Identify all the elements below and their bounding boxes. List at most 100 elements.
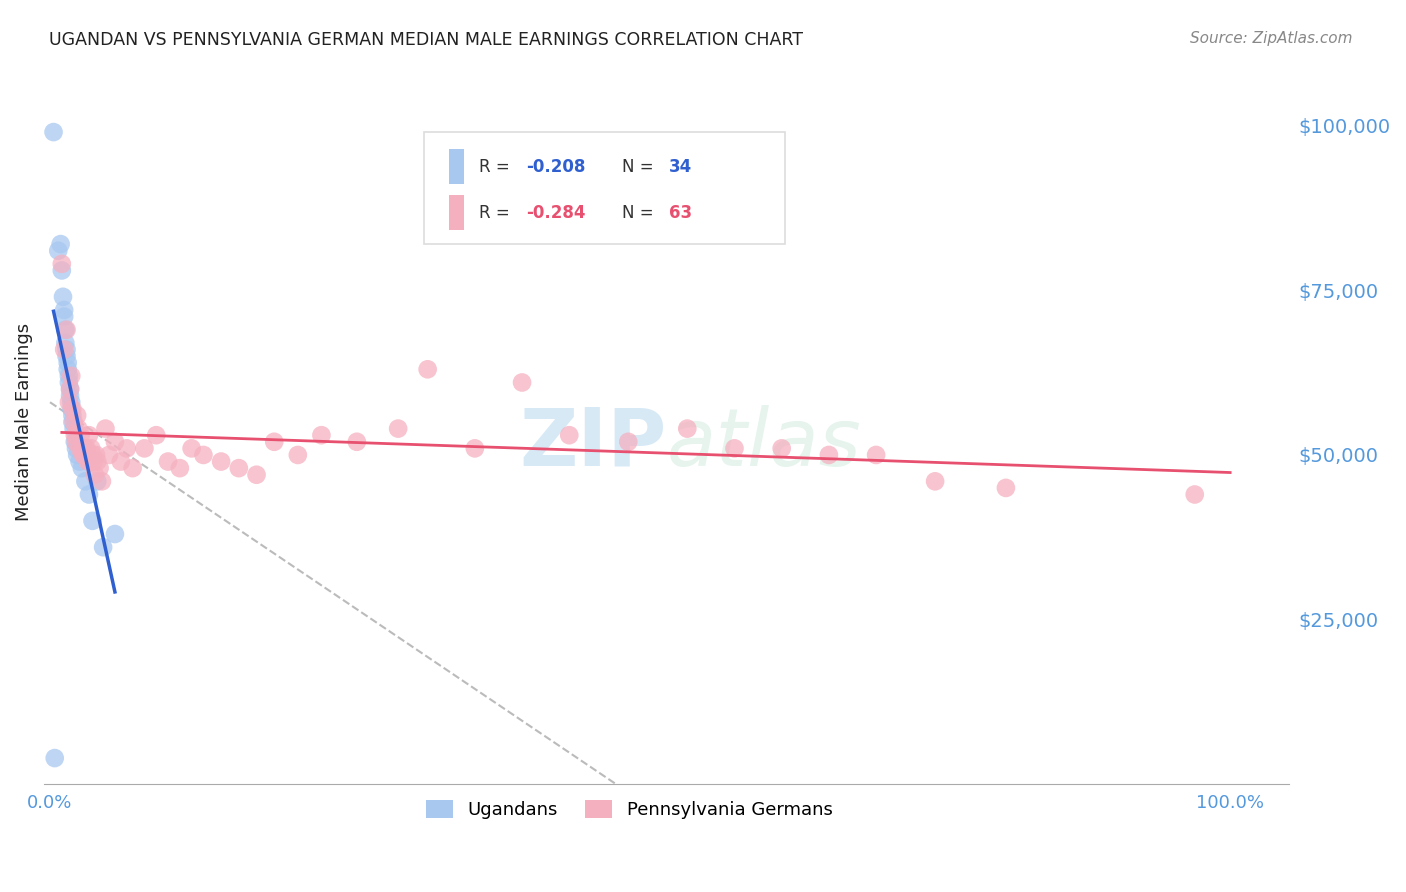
Point <box>58 376 80 390</box>
Point <box>79 454 101 468</box>
Point <box>86 454 108 468</box>
Point <box>115 442 138 456</box>
Point <box>145 428 167 442</box>
Point <box>69 454 91 468</box>
Point <box>617 434 640 449</box>
Point <box>62 415 84 429</box>
Point <box>82 448 104 462</box>
Point <box>62 409 84 423</box>
Point <box>70 442 93 456</box>
Point <box>121 461 143 475</box>
Point <box>59 389 82 403</box>
Point <box>818 448 841 462</box>
Point <box>245 467 267 482</box>
FancyBboxPatch shape <box>423 132 785 244</box>
Point <box>77 487 100 501</box>
Point <box>91 540 114 554</box>
Point <box>55 343 77 357</box>
Point <box>180 442 202 456</box>
Point <box>464 442 486 456</box>
Point <box>263 434 285 449</box>
Point <box>62 401 84 416</box>
Text: 63: 63 <box>669 203 692 222</box>
Point <box>60 401 83 416</box>
Point <box>98 448 121 462</box>
Point <box>65 434 87 449</box>
Point <box>75 442 97 456</box>
Point <box>75 475 97 489</box>
Point <box>416 362 439 376</box>
Point <box>66 448 89 462</box>
Point <box>51 263 73 277</box>
Point <box>66 409 89 423</box>
Point <box>110 454 132 468</box>
Text: UGANDAN VS PENNSYLVANIA GERMAN MEDIAN MALE EARNINGS CORRELATION CHART: UGANDAN VS PENNSYLVANIA GERMAN MEDIAN MA… <box>49 31 803 49</box>
Point <box>53 310 76 324</box>
Point <box>46 244 69 258</box>
Text: atlas: atlas <box>666 405 862 483</box>
Point <box>76 454 98 468</box>
Text: N =: N = <box>621 158 659 176</box>
Point <box>510 376 533 390</box>
Text: N =: N = <box>621 203 659 222</box>
Point <box>69 442 91 456</box>
Point <box>63 434 86 449</box>
Point <box>59 382 82 396</box>
Point <box>86 475 108 489</box>
Point <box>69 428 91 442</box>
Text: -0.208: -0.208 <box>526 158 585 176</box>
Point <box>65 442 87 456</box>
Text: Source: ZipAtlas.com: Source: ZipAtlas.com <box>1189 31 1353 46</box>
Point <box>346 434 368 449</box>
Point <box>994 481 1017 495</box>
Point <box>53 335 76 350</box>
Point <box>387 421 409 435</box>
Text: R =: R = <box>479 203 515 222</box>
Text: -0.284: -0.284 <box>526 203 585 222</box>
Point <box>228 461 250 475</box>
Point <box>169 461 191 475</box>
Point <box>56 356 79 370</box>
Point <box>59 382 82 396</box>
Point <box>193 448 215 462</box>
Point <box>52 290 75 304</box>
Point <box>76 442 98 456</box>
Point <box>723 442 745 456</box>
Point <box>865 448 887 462</box>
Point <box>58 368 80 383</box>
Point <box>63 428 86 442</box>
FancyBboxPatch shape <box>449 149 464 184</box>
Point <box>77 428 100 442</box>
Point <box>770 442 793 456</box>
Point <box>56 362 79 376</box>
Point <box>70 461 93 475</box>
Point <box>558 428 581 442</box>
Point <box>73 448 96 462</box>
Y-axis label: Median Male Earnings: Median Male Earnings <box>15 323 32 521</box>
Point <box>157 454 180 468</box>
Point <box>83 467 105 482</box>
Point <box>924 475 946 489</box>
Point <box>83 454 105 468</box>
Point <box>82 514 104 528</box>
Legend: Ugandans, Pennsylvania Germans: Ugandans, Pennsylvania Germans <box>419 792 839 826</box>
Point <box>53 343 76 357</box>
Point <box>94 421 117 435</box>
Text: R =: R = <box>479 158 515 176</box>
Point <box>42 125 65 139</box>
Point <box>311 428 333 442</box>
Point <box>51 257 73 271</box>
Point <box>72 448 94 462</box>
Point <box>89 461 111 475</box>
Point <box>104 434 127 449</box>
Text: 34: 34 <box>669 158 693 176</box>
Point <box>60 395 83 409</box>
FancyBboxPatch shape <box>449 195 464 230</box>
Point <box>55 323 77 337</box>
Point <box>104 527 127 541</box>
Point <box>91 475 114 489</box>
Text: ZIP: ZIP <box>519 405 666 483</box>
Point <box>209 454 232 468</box>
Point <box>53 303 76 318</box>
Point <box>44 751 66 765</box>
